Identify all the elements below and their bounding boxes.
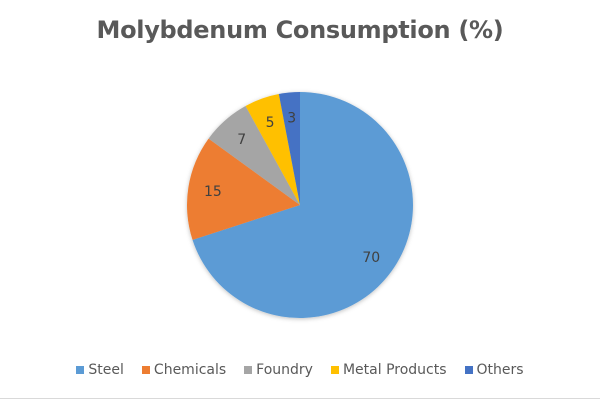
legend-item-foundry: Foundry xyxy=(244,362,313,378)
pie-slice-foundry xyxy=(208,105,300,205)
legend-label: Metal Products xyxy=(342,362,447,378)
pie-slice-metal-products xyxy=(245,94,300,205)
data-label: 15 xyxy=(204,184,222,200)
chart-title: Molybdenum Consumption (%) xyxy=(96,16,504,44)
legend-swatch xyxy=(330,366,339,374)
pie-slice-chemicals xyxy=(187,138,300,240)
legend-swatch xyxy=(76,366,85,374)
legend-label: Chemicals xyxy=(153,362,227,378)
legend-label: Steel xyxy=(88,362,124,378)
data-label: 70 xyxy=(362,250,380,266)
legend-swatch xyxy=(244,366,253,374)
legend-swatch xyxy=(141,366,150,374)
legend-item-steel: Steel xyxy=(76,362,124,378)
chart-legend: Steel Chemicals Foundry Metal Products Other… xyxy=(0,362,600,378)
legend-item-metal-products: Metal Products xyxy=(330,362,447,378)
legend-item-chemicals: Chemicals xyxy=(141,362,227,378)
data-label: 5 xyxy=(266,115,275,131)
legend-swatch xyxy=(464,366,473,374)
legend-label: Foundry xyxy=(256,362,313,378)
legend-item-others: Others xyxy=(464,362,524,378)
data-label: 7 xyxy=(237,132,246,148)
pie-slice-steel xyxy=(192,92,413,318)
legend-label: Others xyxy=(476,362,524,378)
data-label: 3 xyxy=(287,110,296,126)
pie-slice-others xyxy=(278,92,300,205)
